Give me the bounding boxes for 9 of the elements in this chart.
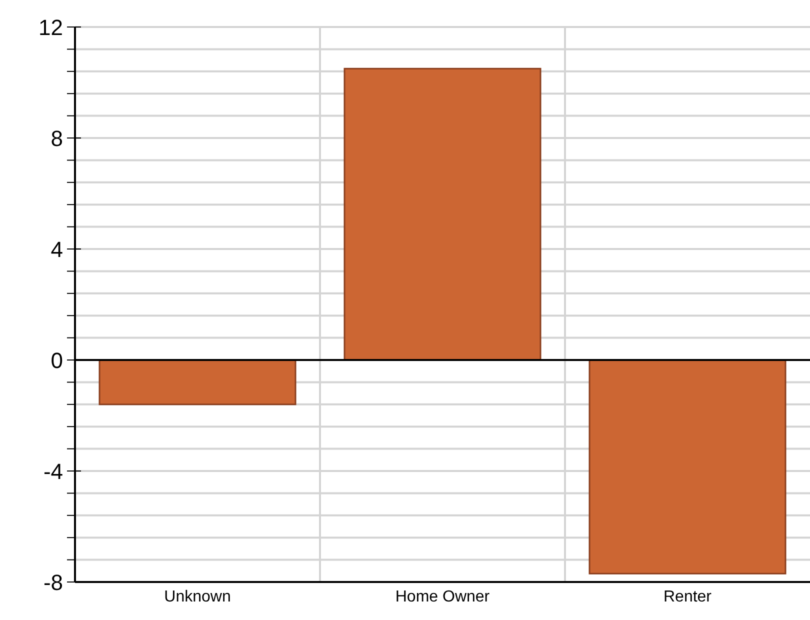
x-tick-label: Home Owner — [395, 588, 490, 606]
x-tick-label: Renter — [663, 588, 712, 606]
y-tick-label: -4 — [43, 459, 63, 484]
y-tick-label: 4 — [50, 237, 63, 262]
y-tick-label: 8 — [50, 126, 63, 151]
y-tick-label: -8 — [43, 570, 63, 595]
y-tick-label: 0 — [50, 348, 63, 373]
y-tick-label: 12 — [38, 15, 63, 40]
x-tick-label: Unknown — [164, 588, 231, 606]
